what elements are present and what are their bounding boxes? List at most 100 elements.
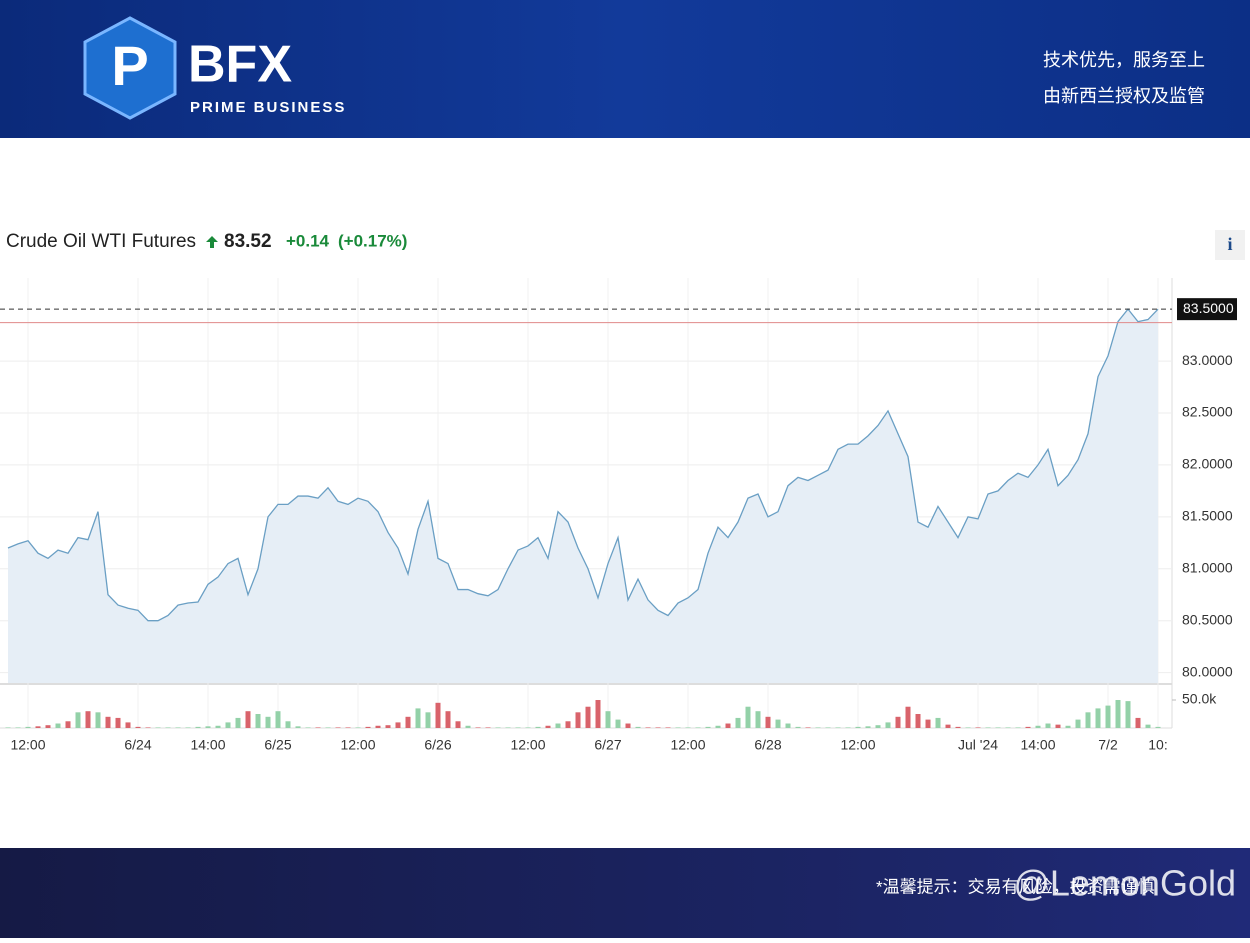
current-price-box	[1177, 298, 1237, 321]
volume-bar	[1005, 727, 1011, 728]
volume-bar	[815, 727, 821, 728]
volume-bar	[1065, 725, 1071, 728]
change: +0.14	[286, 231, 330, 250]
volume-bar	[265, 716, 271, 728]
volume-bar	[385, 725, 391, 728]
volume-bar	[615, 719, 621, 728]
volume-bar	[165, 727, 171, 728]
x-tick-label: 14:00	[1020, 737, 1055, 753]
volume-bar	[475, 727, 481, 728]
volume-bar	[875, 725, 881, 728]
volume-bar	[1075, 719, 1081, 728]
x-tick-label: 12:00	[840, 737, 875, 753]
logo-hex	[83, 16, 177, 120]
volume-bar	[375, 725, 381, 728]
info-icon[interactable]: i	[1227, 234, 1232, 254]
volume-bar	[465, 725, 471, 728]
volume-bar	[845, 727, 851, 728]
x-tick-label: 6/26	[424, 737, 451, 753]
y-tick-label: 81.5000	[1182, 508, 1233, 524]
volume-bar	[1115, 700, 1121, 728]
volume-bar	[675, 727, 681, 728]
volume-bar	[35, 726, 41, 728]
volume-bar	[715, 725, 721, 728]
footer: *温馨提示：交易有风险，投资需谨慎 @LemonGold	[0, 848, 1250, 938]
volume-bar	[965, 727, 971, 728]
x-tick-label: 6/24	[124, 737, 151, 753]
volume-bar	[975, 727, 981, 728]
volume-bar	[645, 727, 651, 728]
volume-bar	[905, 706, 911, 728]
volume-bar	[655, 727, 661, 728]
volume-bar	[1105, 705, 1111, 728]
x-tick-label: 12:00	[10, 737, 45, 753]
x-tick-label: 6/27	[594, 737, 621, 753]
volume-bar	[95, 712, 101, 728]
volume-bar	[505, 727, 511, 728]
volume-bar	[455, 721, 461, 728]
volume-bar	[485, 727, 491, 728]
volume-bar	[745, 706, 751, 728]
volume-bar	[575, 712, 581, 728]
volume-bar	[195, 726, 201, 728]
volume-bar	[185, 727, 191, 728]
volume-bar	[995, 727, 1001, 728]
change-pct: (+0.17%)	[338, 231, 407, 250]
volume-bar	[215, 725, 221, 728]
volume-bar	[175, 727, 181, 728]
notice: *温馨提示：交易有风险，投资需谨慎	[876, 877, 1155, 896]
price-line	[7, 308, 1159, 622]
volume-bar	[255, 714, 261, 728]
volume-bar	[115, 717, 121, 728]
x-tick-label: Jul '24	[958, 737, 998, 753]
volume-bar	[365, 726, 371, 728]
volume-bar	[5, 727, 11, 728]
volume-bar	[75, 712, 81, 728]
volume-bar	[105, 716, 111, 728]
volume-bar	[775, 719, 781, 728]
volume-bar	[985, 727, 991, 728]
volume-bar	[15, 727, 21, 728]
volume-bar	[945, 724, 951, 728]
volume-bar	[65, 721, 71, 728]
volume-bar	[685, 727, 691, 728]
logo-subtitle: PRIME BUSINESS	[190, 99, 346, 116]
volume-bar	[135, 726, 141, 728]
volume-bar	[1015, 727, 1021, 728]
volume-bar	[585, 706, 591, 728]
volume-bar	[735, 717, 741, 728]
volume-bar	[295, 726, 301, 728]
volume-bar	[1155, 726, 1161, 728]
header-graphic: P BFX PRIME BUSINESS 技术优先，服务至上 由新西兰授权及监管	[83, 16, 1205, 120]
volume-bar	[785, 723, 791, 728]
logo-mark: P	[111, 34, 148, 97]
volume-bar	[665, 727, 671, 728]
volume-bar	[335, 727, 341, 728]
volume-bar	[1035, 725, 1041, 728]
volume-bar	[795, 726, 801, 728]
volume-bar	[235, 717, 241, 728]
x-tick-label: 14:00	[190, 737, 225, 753]
volume-bar	[635, 726, 641, 728]
volume-bar	[145, 727, 151, 728]
volume-bar	[1095, 708, 1101, 728]
volume-bar	[625, 723, 631, 728]
volume-bar	[305, 727, 311, 728]
y-tick-label: 80.0000	[1182, 663, 1233, 679]
volume-bar	[85, 711, 91, 728]
volume-bar	[55, 723, 61, 728]
slogan: 由新西兰授权及监管	[1043, 86, 1205, 106]
volume-bar	[1055, 724, 1061, 728]
volume-bar	[895, 716, 901, 728]
volume-bar	[1145, 724, 1151, 728]
volume-bar	[805, 727, 811, 728]
volume-bar	[345, 727, 351, 728]
volume-bar	[395, 722, 401, 728]
info-button[interactable]	[1215, 230, 1245, 260]
volume-bar	[1045, 723, 1051, 728]
volume-bar	[425, 712, 431, 728]
volume-bar	[915, 714, 921, 728]
volume-bar	[205, 726, 211, 728]
volume-bar	[225, 722, 231, 728]
